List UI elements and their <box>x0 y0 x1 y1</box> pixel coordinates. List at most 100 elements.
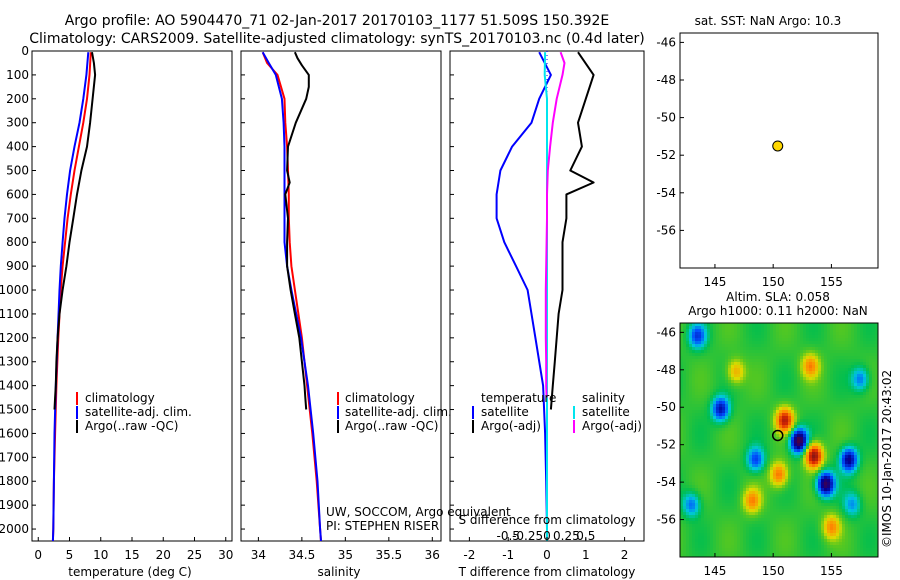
sla-heatmap-cell <box>755 407 759 411</box>
sla-heatmap-cell <box>857 362 861 366</box>
sla-heatmap-cell <box>797 392 801 396</box>
sla-heatmap-cell <box>719 344 723 348</box>
sla-heatmap-cell <box>872 530 876 534</box>
sla-heatmap-cell <box>836 506 840 510</box>
sla-heatmap-cell <box>704 455 708 459</box>
sla-heatmap-cell <box>686 410 690 414</box>
sla-heatmap-cell <box>752 392 756 396</box>
sla-heatmap-cell <box>695 401 699 405</box>
sla-heatmap-cell <box>797 524 801 528</box>
difference-xtick-label: 2 <box>621 548 629 562</box>
sla-heatmap-cell <box>731 464 735 468</box>
sla-heatmap-cell <box>710 377 714 381</box>
sla-heatmap-cell <box>779 386 783 390</box>
sla-heatmap-cell <box>758 419 762 423</box>
sla-heatmap-cell <box>839 374 843 378</box>
sla-heatmap-cell <box>788 398 792 402</box>
sla-heatmap-cell <box>800 428 804 432</box>
sla-heatmap-cell <box>809 473 813 477</box>
sla-heatmap-cell <box>755 518 759 522</box>
sla-heatmap-cell <box>797 425 801 429</box>
sla-heatmap-cell <box>875 509 879 513</box>
sla-heatmap-cell <box>728 329 732 333</box>
sla-heatmap-cell <box>683 434 687 438</box>
sla-heatmap-cell <box>728 524 732 528</box>
sla-heatmap-cell <box>875 365 879 369</box>
sla-heatmap-cell <box>758 374 762 378</box>
sla-heatmap-cell <box>746 536 750 540</box>
sla-heatmap-cell <box>830 473 834 477</box>
sla-heatmap-cell <box>803 422 807 426</box>
sla-heatmap-cell <box>686 395 690 399</box>
sla-heatmap-cell <box>842 329 846 333</box>
sla-heatmap-cell <box>683 368 687 372</box>
sla-heatmap-cell <box>791 407 795 411</box>
sla-heatmap-cell <box>854 428 858 432</box>
sla-heatmap-cell <box>863 515 867 519</box>
sla-heatmap-cell <box>815 536 819 540</box>
sla-heatmap-cell <box>869 506 873 510</box>
sla-heatmap-cell <box>722 326 726 330</box>
sla-heatmap-cell <box>719 488 723 492</box>
sla-heatmap-cell <box>758 377 762 381</box>
sla-heatmap-cell <box>713 410 717 414</box>
sla-heatmap-cell <box>839 452 843 456</box>
sla-heatmap-cell <box>689 527 693 531</box>
sla-heatmap-cell <box>800 395 804 399</box>
sla-heatmap-cell <box>782 443 786 447</box>
sla-heatmap-cell <box>710 329 714 333</box>
sla-heatmap-cell <box>698 329 702 333</box>
sla-heatmap-cell <box>842 464 846 468</box>
sla-heatmap-cell <box>719 455 723 459</box>
sla-heatmap-cell <box>782 398 786 402</box>
sla-heatmap-cell <box>746 386 750 390</box>
sla-heatmap-cell <box>782 323 786 327</box>
sla-heatmap-cell <box>812 365 816 369</box>
sla-heatmap-cell <box>845 455 849 459</box>
sla-heatmap-cell <box>821 416 825 420</box>
sla-heatmap-cell <box>686 401 690 405</box>
sla-heatmap-cell <box>848 467 852 471</box>
sla-heatmap-cell <box>866 470 870 474</box>
sla-heatmap-cell <box>692 380 696 384</box>
sla-heatmap-cell <box>815 443 819 447</box>
sla-heatmap-cell <box>773 488 777 492</box>
sla-heatmap-cell <box>866 383 870 387</box>
sla-heatmap-cell <box>695 380 699 384</box>
sla-heatmap-cell <box>722 515 726 519</box>
sla-heatmap-cell <box>815 485 819 489</box>
sla-heatmap-cell <box>704 341 708 345</box>
sla-heatmap-cell <box>806 428 810 432</box>
sla-heatmap-cell <box>833 332 837 336</box>
sla-heatmap-cell <box>761 512 765 516</box>
sla-heatmap-cell <box>695 530 699 534</box>
sla-heatmap-cell <box>767 383 771 387</box>
sla-heatmap-cell <box>701 326 705 330</box>
sla-heatmap-cell <box>701 515 705 519</box>
sla-heatmap-cell <box>863 446 867 450</box>
sla-heatmap-cell <box>818 437 822 441</box>
sla-heatmap-cell <box>692 515 696 519</box>
sla-heatmap-cell <box>752 482 756 486</box>
sla-heatmap-cell <box>776 455 780 459</box>
sla-heatmap-cell <box>725 449 729 453</box>
sla-heatmap-cell <box>809 359 813 363</box>
sla-heatmap-cell <box>794 497 798 501</box>
sla-heatmap-cell <box>692 476 696 480</box>
sla-heatmap-cell <box>863 482 867 486</box>
sla-heatmap-cell <box>794 359 798 363</box>
sla-heatmap-cell <box>773 446 777 450</box>
sla-heatmap-cell <box>845 338 849 342</box>
sla-heatmap-cell <box>806 491 810 495</box>
sla-heatmap-cell <box>791 509 795 513</box>
sla-heatmap-cell <box>776 392 780 396</box>
sla-heatmap-cell <box>713 500 717 504</box>
sla-heatmap-cell <box>824 437 828 441</box>
sla-heatmap-cell <box>752 383 756 387</box>
sla-heatmap-cell <box>755 377 759 381</box>
sla-heatmap-cell <box>761 365 765 369</box>
sla-heatmap-cell <box>749 524 753 528</box>
sla-heatmap-cell <box>761 494 765 498</box>
sla-heatmap-cell <box>686 344 690 348</box>
sla-heatmap-cell <box>725 425 729 429</box>
